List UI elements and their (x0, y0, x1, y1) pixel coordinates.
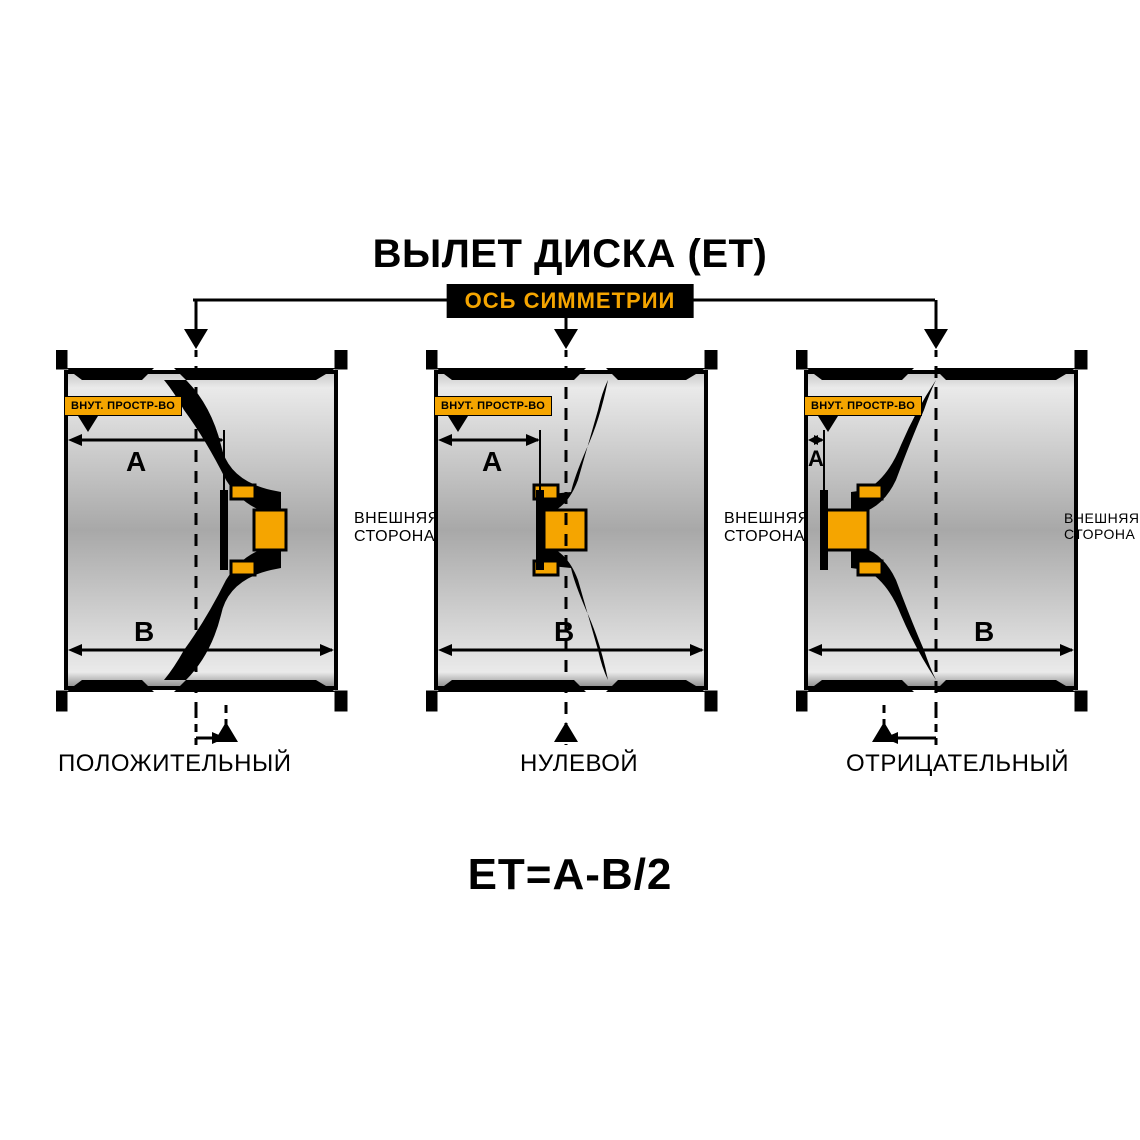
axis-arrow-right (924, 329, 948, 349)
dim-a-zero: A (482, 446, 502, 478)
inner-arrow-negative (818, 416, 838, 432)
bottom-arrow-positive (214, 722, 238, 742)
caption-zero: НУЛЕВОЙ (520, 750, 638, 778)
panel-positive: ВНУТ. ПРОСТР-ВО A B (56, 350, 346, 710)
inner-space-label-zero: ВНУТ. ПРОСТР-ВО (434, 396, 552, 416)
bottom-arrow-zero (554, 722, 578, 742)
panel-negative: ВНУТ. ПРОСТР-ВО A B (796, 350, 1086, 710)
diagram-container: ВЫЛЕТ ДИСКА (ЕТ) ОСЬ СИММЕТРИИ (0, 0, 1140, 1140)
outer-side-negative: ВНЕШНЯЯ СТОРОНА (1064, 510, 1139, 542)
dim-a-negative: A (808, 446, 824, 472)
inner-space-label-positive: ВНУТ. ПРОСТР-ВО (64, 396, 182, 416)
inner-arrow-zero (448, 416, 468, 432)
inner-arrow-positive (78, 416, 98, 432)
axis-arrow-left (184, 329, 208, 349)
dim-a-positive: A (126, 446, 146, 478)
dim-b-negative: B (974, 616, 994, 648)
dim-b-positive: B (134, 616, 154, 648)
dim-b-zero: B (554, 616, 574, 648)
bottom-arrow-negative (872, 722, 896, 742)
axis-arrow-center (554, 329, 578, 349)
caption-negative: ОТРИЦАТЕЛЬНЫЙ (846, 750, 1069, 778)
formula: ET=A-B/2 (0, 850, 1140, 900)
panel-zero: ВНУТ. ПРОСТР-ВО A B (426, 350, 716, 710)
caption-positive: ПОЛОЖИТЕЛЬНЫЙ (58, 750, 291, 778)
inner-space-label-negative: ВНУТ. ПРОСТР-ВО (804, 396, 922, 416)
